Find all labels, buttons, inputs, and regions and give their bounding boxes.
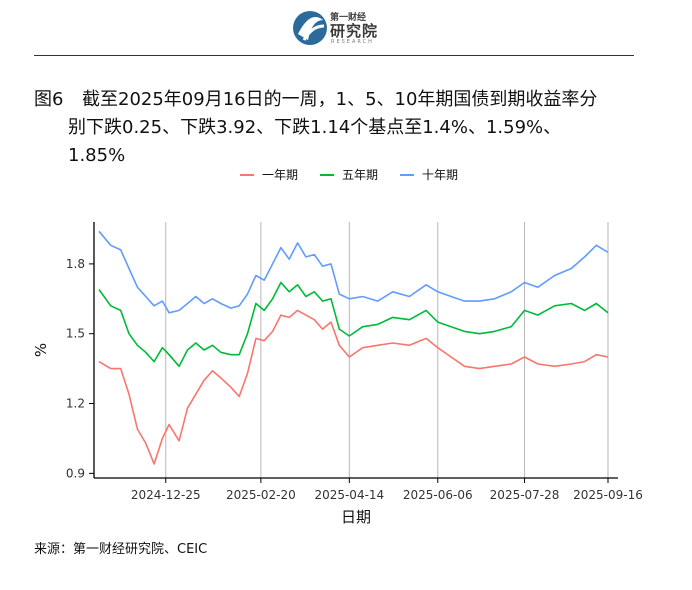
x-tick-label-3: 2025-06-06	[403, 488, 473, 502]
logo-org-name: 研究院	[330, 22, 379, 40]
legend-swatch-10y	[400, 173, 415, 176]
y-tick-label-1: 1.2	[66, 397, 85, 411]
y-tick-label-3: 1.8	[66, 257, 85, 271]
source-note: 来源：第一财经研究院、CEIC	[34, 542, 208, 557]
y-axis-title: %	[32, 343, 50, 357]
y-tick-label-0: 0.9	[66, 466, 85, 480]
legend-item-10y: 十年期	[400, 166, 458, 183]
x-tick-label-4: 2025-07-28	[490, 488, 560, 502]
chart-legend: 一年期 五年期 十年期	[240, 166, 458, 183]
legend-label-10y: 十年期	[422, 168, 459, 182]
legend-swatch-1y	[240, 173, 254, 176]
y-tick-label-2: 1.5	[66, 327, 85, 341]
legend-item-1y: 一年期	[240, 166, 298, 183]
figure-title-line1: 截至2025年09月16日的一周，1、5、10年期国债到期收益率分	[82, 89, 598, 110]
figure-title-line2: 别下跌0.25、下跌3.92、下跌1.14个基点至1.4%、1.59%、	[68, 117, 562, 138]
figure-label: 图6	[34, 89, 64, 110]
series-line-2	[98, 230, 609, 314]
series-line-0	[98, 309, 609, 465]
series-line-1	[98, 281, 609, 368]
figure-title-line3: 1.85%	[68, 145, 126, 166]
figure-title: 图6 截至2025年09月16日的一周，1、5、10年期国债到期收益率分 别下跌0…	[34, 86, 674, 170]
legend-swatch-5y	[320, 173, 335, 176]
publisher-logo-icon	[293, 11, 327, 45]
legend-label-1y: 一年期	[262, 168, 299, 182]
legend-label-5y: 五年期	[342, 168, 379, 182]
legend-item-5y: 五年期	[320, 166, 378, 183]
x-tick-label-5: 2025-09-16	[573, 488, 643, 502]
header-divider	[34, 55, 634, 56]
x-tick-label-0: 2024-12-25	[131, 488, 201, 502]
logo-org-small: 第一财经	[330, 13, 367, 23]
x-tick-label-2: 2025-04-14	[314, 488, 384, 502]
x-axis-title: 日期	[341, 508, 371, 526]
logo-org-en: RESEARCH	[331, 39, 374, 45]
x-tick-label-1: 2025-02-20	[226, 488, 296, 502]
